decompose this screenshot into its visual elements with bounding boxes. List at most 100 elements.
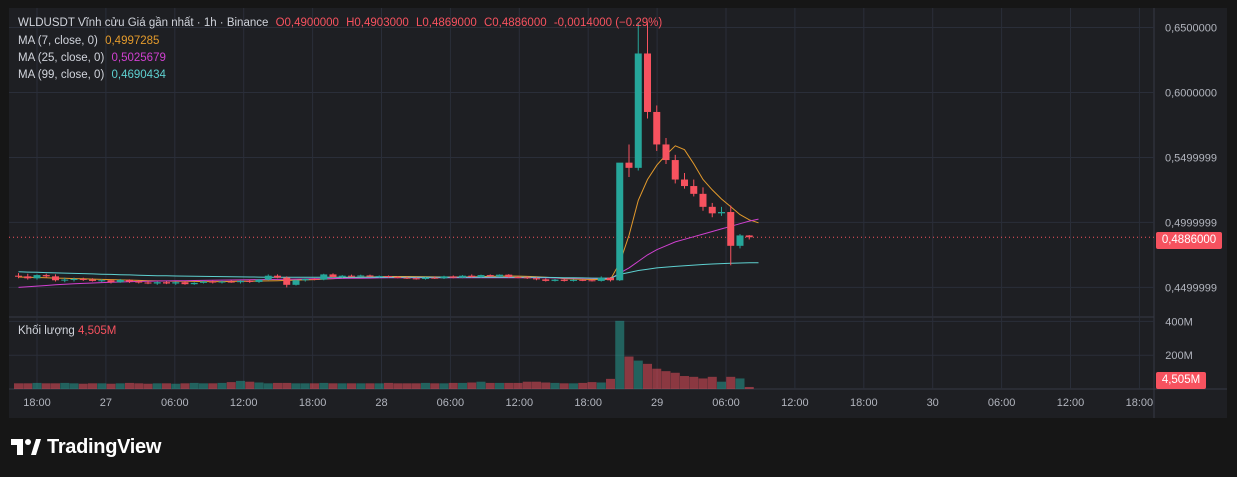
candle-body [403, 277, 411, 279]
candle-body [311, 278, 318, 280]
volume-bar [596, 382, 606, 389]
ma99-legend[interactable]: MA (99, close, 0) 0,4690434 [18, 69, 170, 81]
candle-body [246, 280, 254, 282]
candle-body [727, 212, 735, 246]
volume-bar [263, 383, 273, 389]
ma7-legend[interactable]: MA (7, close, 0) 0,4997285 [18, 35, 163, 47]
candle-body [579, 279, 587, 281]
x-tick-label: 27 [100, 397, 112, 409]
volume-bar [624, 356, 634, 389]
volume-bar [152, 383, 162, 389]
candle-body [135, 281, 143, 283]
candle-body [209, 281, 217, 283]
change-value: -0,0014000 (−0.29%) [553, 17, 663, 29]
volume-bar [522, 381, 532, 389]
x-tick-label: 12:00 [506, 397, 534, 409]
volume-bar [717, 381, 726, 389]
volume-bar [254, 382, 264, 389]
x-tick-label: 06:00 [437, 397, 465, 409]
volume-bar [643, 363, 652, 389]
candle-body [412, 278, 420, 280]
volume-bar [439, 383, 449, 389]
volume-bar [245, 381, 255, 389]
candle-body [42, 275, 50, 277]
chart-frame[interactable]: 18:00 27 06:00 12:00 18:00 28 06:00 12:00 18:00 2… [9, 8, 1227, 418]
volume-bar [559, 383, 569, 389]
brand-name: TradingView [47, 435, 162, 458]
candle-body [681, 179, 688, 187]
volume-bar [365, 383, 375, 389]
x-tick-label: 06:00 [161, 397, 189, 409]
candle-body [237, 280, 244, 283]
volume-bar [41, 383, 51, 389]
volume-bar [615, 320, 625, 389]
x-tick-label: 06:00 [712, 397, 740, 409]
candle-body [255, 279, 263, 282]
candle-body [523, 277, 531, 279]
x-tick-label: 28 [375, 397, 387, 409]
candle-body [153, 282, 161, 284]
candle-body [375, 275, 383, 277]
ma-line [18, 145, 759, 283]
candle-body [662, 144, 670, 161]
volume-bar [633, 360, 643, 389]
candle-body [283, 277, 291, 285]
candle-body [671, 160, 679, 180]
candle-body [98, 280, 106, 282]
volume-label: Khối lượng [18, 325, 75, 337]
candle-body [181, 282, 189, 285]
volume-tick-label: 200M [1165, 350, 1193, 362]
volume-bar [680, 376, 689, 389]
volume-bar [32, 382, 42, 389]
volume-bar [226, 382, 236, 389]
volume-legend[interactable]: Khối lượng 4,505M [18, 325, 116, 337]
candle-body [486, 275, 494, 277]
candle-body [644, 53, 651, 112]
candle-body [542, 279, 550, 281]
volume-bar [171, 383, 181, 389]
candlestick-chart[interactable]: 18:00 27 06:00 12:00 18:00 28 06:00 12:00 18:00 2… [9, 8, 1227, 418]
low-value: L0,4869000 [415, 17, 477, 29]
volume-bar [273, 382, 282, 389]
candle-body [24, 276, 32, 279]
y-tick-label: 0,4999999 [1165, 217, 1217, 229]
x-tick-label: 12:00 [781, 397, 809, 409]
x-tick-label: 18:00 [574, 397, 602, 409]
candle-body [570, 279, 577, 281]
volume-bar [236, 380, 245, 389]
candle-body [496, 274, 503, 277]
ma25-label: MA (25, close, 0) [18, 52, 105, 64]
candle-body [366, 275, 374, 277]
candle-body [15, 275, 22, 277]
volume-bar [661, 371, 671, 389]
last-volume-tag: 4,505M [1156, 372, 1206, 389]
volume-bar [88, 383, 97, 389]
tradingview-logo-icon [11, 439, 41, 455]
candle-body [597, 277, 605, 281]
candle-body [468, 275, 476, 278]
candle-body [560, 279, 568, 281]
x-tick-label: 18:00 [23, 397, 51, 409]
volume-bar [300, 383, 310, 389]
x-tick-label: 18:00 [850, 397, 878, 409]
volume-bar [282, 382, 292, 389]
volume-bar [189, 382, 199, 389]
ma25-legend[interactable]: MA (25, close, 0) 0,5025679 [18, 52, 170, 64]
volume-bar [180, 383, 190, 389]
y-tick-label: 0,4499999 [1165, 282, 1217, 294]
candle-body [699, 193, 707, 207]
volume-bar [485, 382, 495, 389]
volume-tick-label: 400M [1165, 316, 1193, 328]
candle-body [227, 281, 235, 283]
candle-body [459, 275, 466, 278]
candle-body [79, 278, 87, 280]
candle-body [292, 280, 300, 285]
volume-bar [689, 376, 699, 389]
volume-bar [578, 382, 588, 389]
candle-body [690, 186, 698, 194]
tradingview-logo[interactable]: TradingView [11, 434, 161, 460]
y-tick-label: 0,6000000 [1165, 87, 1217, 99]
volume-bar [162, 383, 171, 389]
candle-body [736, 235, 744, 246]
volume-bar [106, 383, 116, 389]
